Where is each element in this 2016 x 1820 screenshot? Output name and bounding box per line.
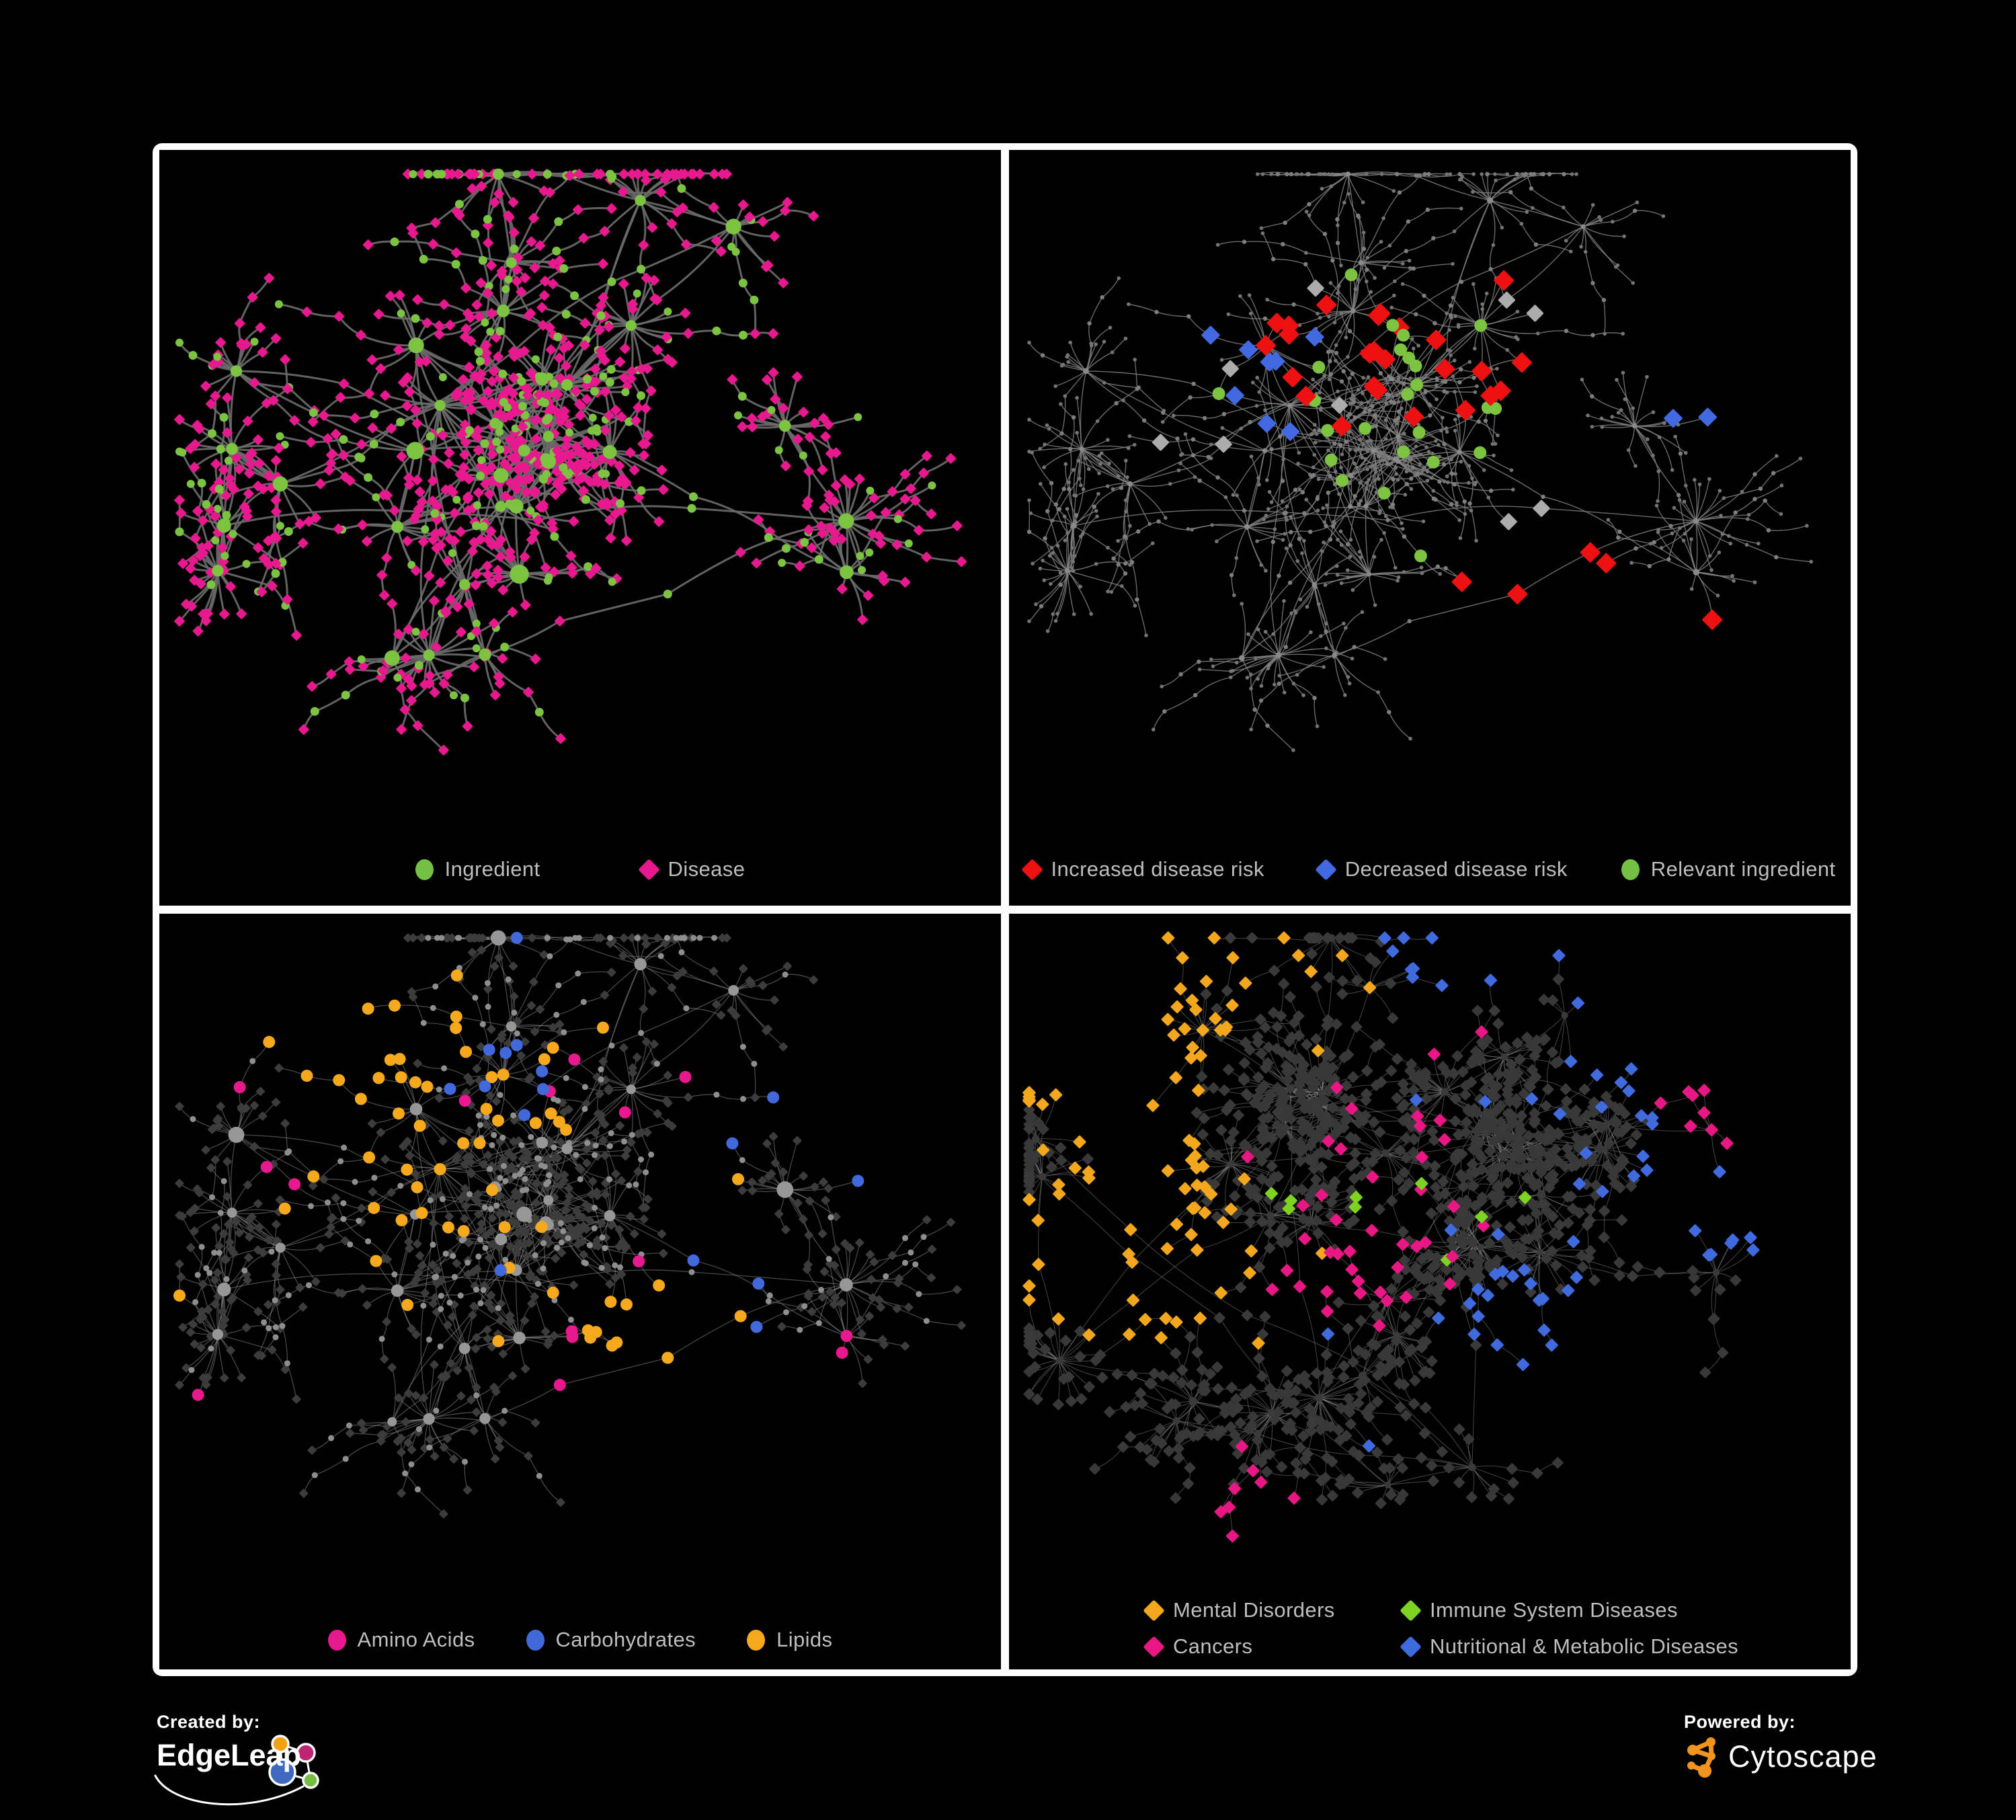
legend-label: Increased disease risk xyxy=(1051,857,1264,881)
created-by-label: Created by: xyxy=(157,1712,261,1732)
legend-item-immune-diseases: Immune System Diseases xyxy=(1400,1598,1738,1622)
legend-item-lipids: Lipids xyxy=(747,1628,832,1652)
nutritional-metabolic-diamond-icon xyxy=(1400,1635,1422,1658)
legend-disease-risk: Increased disease risk Decreased disease… xyxy=(1009,857,1851,881)
panel-ingredient-disease: Ingredient Disease xyxy=(159,150,1001,906)
legend-label: Disease xyxy=(668,857,745,881)
decreased-risk-diamond-icon xyxy=(1314,858,1337,881)
edgeleap-logo: EdgeLeap xyxy=(154,1735,473,1806)
edgeleap-swoosh-icon xyxy=(154,1774,305,1806)
legend-nutrient-classes: Amino Acids Carbohydrates Lipids xyxy=(159,1628,1001,1652)
legend-disease-categories: Mental Disorders Immune System Diseases … xyxy=(1143,1598,1739,1659)
legend-item-decreased-risk: Decreased disease risk xyxy=(1314,857,1568,881)
legend-item-amino-acids: Amino Acids xyxy=(327,1628,475,1652)
cytoscape-logo: Cytoscape xyxy=(1684,1735,1980,1778)
legend-ingredient-disease: Ingredient Disease xyxy=(159,857,1001,881)
panel-grid: Ingredient Disease Increased disease ris… xyxy=(153,143,1857,1676)
network-graph-disease-risk xyxy=(1026,171,1813,752)
mental-disorders-diamond-icon xyxy=(1143,1599,1165,1622)
panel-nutrient-classes: Amino Acids Carbohydrates Lipids xyxy=(159,914,1001,1669)
disease-diamond-icon xyxy=(637,858,660,881)
carbohydrates-circle-icon xyxy=(526,1629,545,1651)
legend-label: Mental Disorders xyxy=(1173,1598,1335,1622)
legend-label: Nutritional & Metabolic Diseases xyxy=(1430,1634,1739,1658)
cytoscape-logo-text: Cytoscape xyxy=(1728,1739,1878,1774)
legend-label: Relevant ingredient xyxy=(1650,857,1836,881)
panel-disease-risk: Increased disease risk Decreased disease… xyxy=(1009,150,1851,906)
powered-by-label: Powered by: xyxy=(1684,1712,1796,1732)
edgeleap-logo-text: EdgeLeap xyxy=(157,1738,302,1772)
network-graph-nutrient-classes xyxy=(173,930,966,1519)
created-by-branding: Created by: EdgeLeap xyxy=(154,1712,473,1813)
powered-by-branding: Powered by: Cytoscape xyxy=(1684,1712,1980,1813)
panel-disease-categories: Mental Disorders Immune System Diseases … xyxy=(1009,914,1851,1669)
legend-item-disease: Disease xyxy=(637,857,745,881)
lipids-circle-icon xyxy=(747,1629,766,1651)
increased-risk-diamond-icon xyxy=(1020,858,1043,881)
legend-label: Decreased disease risk xyxy=(1344,857,1568,881)
legend-item-mental-disorders: Mental Disorders xyxy=(1143,1598,1403,1622)
legend-item-relevant-ingredient: Relevant ingredient xyxy=(1621,857,1836,881)
network-graph-ingredient-disease xyxy=(174,168,967,756)
legend-item-carbohydrates: Carbohydrates xyxy=(526,1628,696,1652)
edgeleap-network-icon xyxy=(268,1735,319,1789)
ingredient-circle-icon xyxy=(415,859,434,880)
immune-diseases-diamond-icon xyxy=(1400,1599,1422,1622)
legend-label: Cancers xyxy=(1173,1634,1253,1658)
legend-label: Immune System Diseases xyxy=(1430,1598,1678,1622)
relevant-ingredient-circle-icon xyxy=(1621,859,1640,880)
network-graph-disease-categories xyxy=(1022,931,1760,1543)
legend-item-ingredient: Ingredient xyxy=(415,857,540,881)
legend-label: Amino Acids xyxy=(357,1628,475,1651)
legend-label: Lipids xyxy=(776,1628,833,1651)
amino-acids-circle-icon xyxy=(327,1629,346,1651)
legend-label: Ingredient xyxy=(444,857,540,881)
cytoscape-network-icon xyxy=(1687,1737,1716,1778)
legend-label: Carbohydrates xyxy=(555,1628,696,1651)
legend-item-increased-risk: Increased disease risk xyxy=(1020,857,1264,881)
legend-item-cancers: Cancers xyxy=(1143,1634,1403,1659)
legend-item-nutritional-metabolic: Nutritional & Metabolic Diseases xyxy=(1400,1634,1739,1659)
cancers-diamond-icon xyxy=(1143,1635,1165,1658)
